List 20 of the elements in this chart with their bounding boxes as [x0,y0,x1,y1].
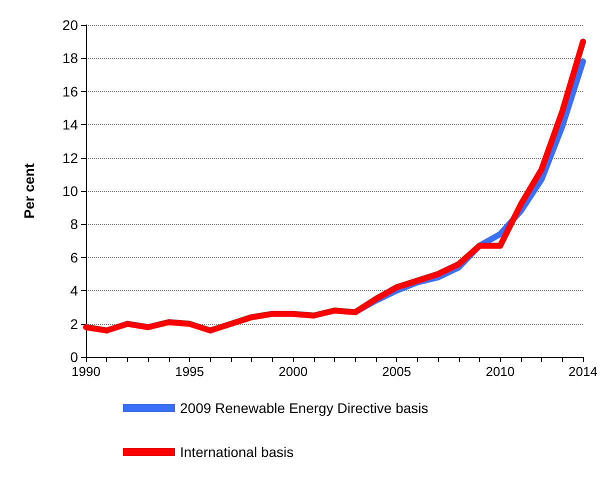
y-tick-label: 12 [62,150,78,166]
legend-label: 2009 Renewable Energy Directive basis [180,400,428,416]
x-tick-label: 2014 [568,364,598,379]
y-tick-label: 6 [70,249,78,266]
legend-label: International basis [180,444,294,460]
y-tick-label: 20 [62,17,78,33]
x-tick-label: 1990 [72,364,100,379]
y-tick-label: 4 [70,282,78,299]
y-tick-label: 2 [70,316,78,332]
y-axis-title: Per cent [21,163,37,219]
x-tick-label: 2010 [486,364,515,379]
y-tick-label: 8 [70,216,78,232]
y-tick-label: 16 [62,83,78,100]
y-tick-label: 14 [62,116,78,133]
x-tick-label: 1995 [175,364,204,379]
x-tick-label: 2000 [278,364,308,379]
y-tick-label: 0 [70,349,78,365]
x-tick-label: 2005 [382,364,412,379]
y-tick-label: 10 [62,183,78,199]
y-tick-label: 18 [62,50,78,66]
